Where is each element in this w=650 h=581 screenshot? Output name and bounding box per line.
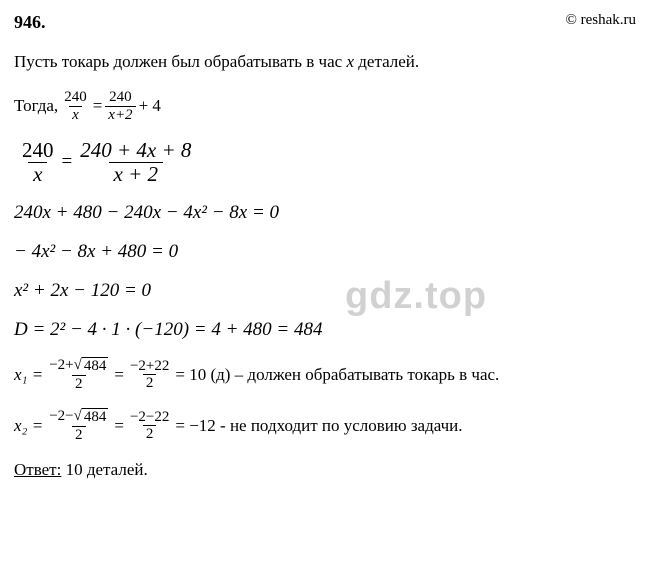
answer-label: Ответ: bbox=[14, 460, 61, 479]
intro-prefix: Пусть токарь должен был обрабатывать в ч… bbox=[14, 52, 346, 71]
x2-frac2: −2−22 2 bbox=[127, 409, 172, 443]
frac-1a: 240 x bbox=[61, 89, 90, 123]
togda-label: Тогда, bbox=[14, 96, 58, 116]
sqrt-icon: √484 bbox=[74, 357, 109, 375]
eq-line-4: − 4x² − 8x + 480 = 0 bbox=[14, 241, 636, 264]
answer-value: 10 деталей. bbox=[61, 460, 147, 479]
intro-text: Пусть токарь должен был обрабатывать в ч… bbox=[14, 51, 636, 73]
x1-frac1: −2+√484 2 bbox=[46, 357, 111, 392]
plus-four: + 4 bbox=[139, 96, 161, 116]
intro-suffix: деталей. bbox=[358, 52, 419, 71]
x2-mid: = bbox=[114, 416, 124, 436]
x2-res: = −12 - не подходит по условию задачи. bbox=[175, 416, 462, 436]
eq-line-2: 240 x = 240 + 4x + 8 x + 2 bbox=[14, 139, 636, 186]
frac-1b: 240 x+2 bbox=[105, 89, 135, 123]
eq-line-6: D = 2² − 4 · 1 · (−120) = 4 + 480 = 484 bbox=[14, 319, 636, 342]
x1-res: = 10 (д) – должен обрабатывать токарь в … bbox=[175, 365, 499, 385]
header: 946. © reshak.ru bbox=[14, 12, 636, 33]
x1-line: x₁ = −2+√484 2 = −2+22 2 = 10 (д) – долж… bbox=[14, 357, 636, 392]
eq-line-3: 240x + 480 − 240x − 4x² − 8x = 0 bbox=[14, 202, 636, 225]
x2-lhs: x₂ = bbox=[14, 416, 43, 436]
problem-number: 946. bbox=[14, 12, 46, 33]
site-credit: © reshak.ru bbox=[565, 12, 636, 29]
frac-2a: 240 x bbox=[17, 139, 59, 186]
eq-sign: = bbox=[93, 96, 103, 116]
answer-line: Ответ: 10 деталей. bbox=[14, 459, 636, 481]
frac-2b: 240 + 4x + 8 x + 2 bbox=[75, 139, 196, 186]
x2-frac1: −2−√484 2 bbox=[46, 408, 111, 443]
x1-mid: = bbox=[114, 365, 124, 385]
x2-line: x₂ = −2−√484 2 = −2−22 2 = −12 - не подх… bbox=[14, 408, 636, 443]
eq-sign-2: = bbox=[62, 151, 73, 174]
x1-frac2: −2+22 2 bbox=[127, 358, 172, 392]
eq-line-5: x² + 2x − 120 = 0 bbox=[14, 280, 636, 303]
x1-lhs: x₁ = bbox=[14, 365, 43, 385]
eq-line-1: Тогда, 240 x = 240 x+2 + 4 bbox=[14, 89, 636, 123]
intro-var: x bbox=[346, 52, 354, 71]
sqrt-icon-2: √484 bbox=[74, 408, 109, 426]
